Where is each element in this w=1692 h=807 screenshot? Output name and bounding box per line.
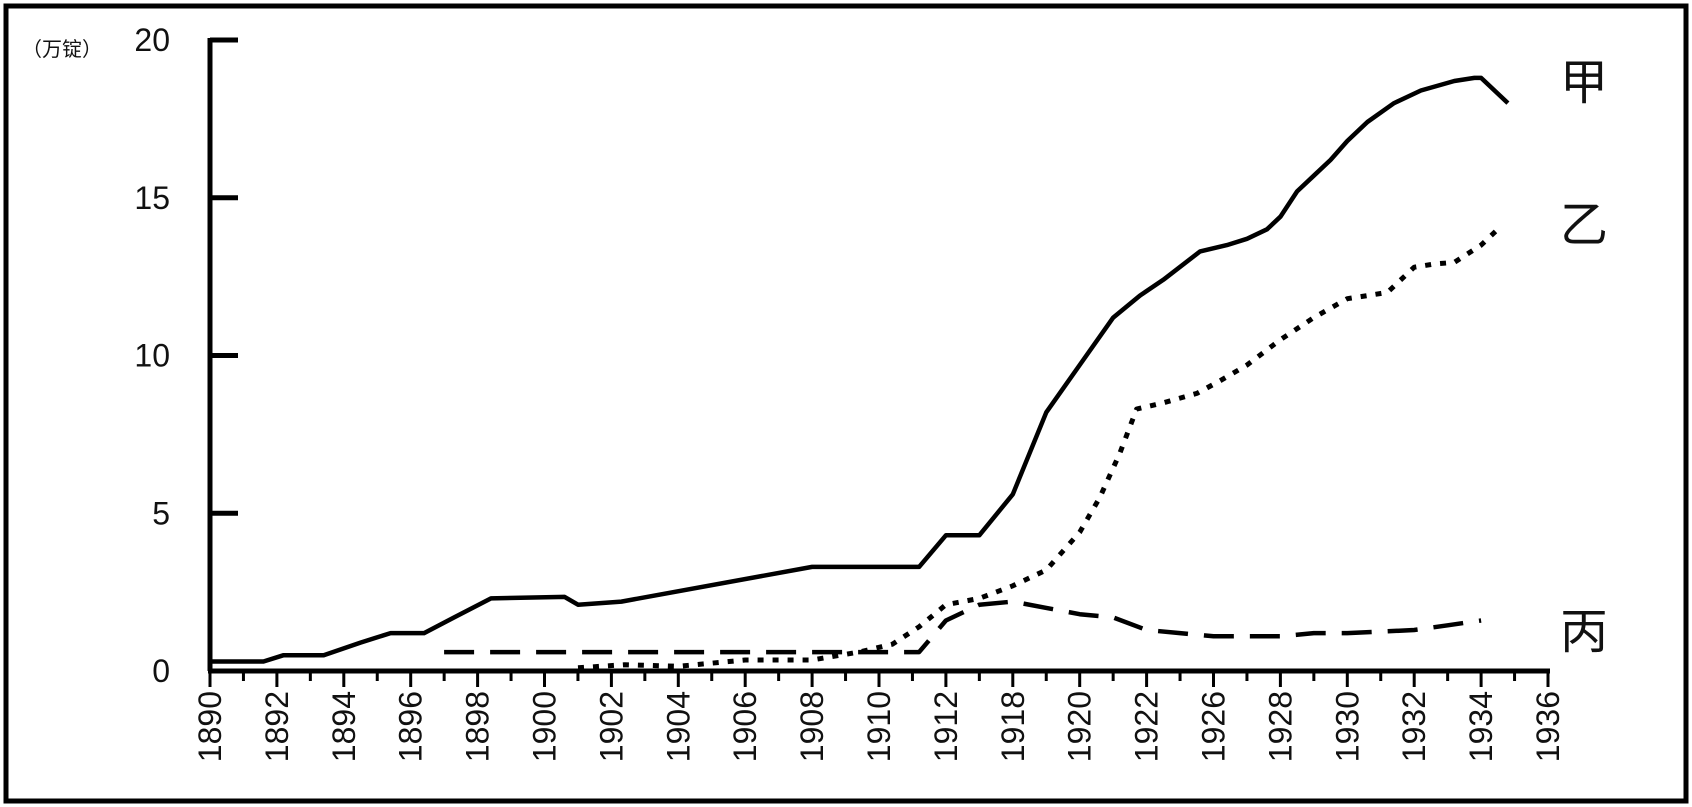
x-tick-label: 1900 — [527, 691, 563, 762]
x-tick-label: 1906 — [727, 691, 763, 762]
x-tick-label: 1926 — [1196, 691, 1232, 762]
series-line-1 — [210, 75, 1510, 664]
x-tick-label: 1930 — [1329, 691, 1365, 762]
x-tick-label: 1920 — [1062, 691, 1098, 762]
y-tick-label: 10 — [134, 338, 170, 374]
y-tick-label: 0 — [152, 653, 170, 689]
x-tick-label: 1936 — [1530, 691, 1566, 762]
x-tick-label: 1894 — [326, 691, 362, 762]
x-tick-label: 1928 — [1262, 691, 1298, 762]
y-unit-label: （万锭） — [22, 37, 102, 61]
series-label-3: 丙 — [1560, 604, 1608, 660]
x-tick-label: 1904 — [660, 691, 696, 762]
x-tick-label: 1896 — [393, 691, 429, 762]
x-tick-label: 1918 — [995, 691, 1031, 762]
series-line-3 — [444, 599, 1482, 655]
x-tick-label: 1890 — [192, 691, 228, 762]
series-labels: 甲乙丙 — [1560, 55, 1608, 660]
series-layer — [210, 75, 1510, 671]
x-tick-label: 1912 — [928, 691, 964, 762]
chart-frame — [3, 3, 1689, 804]
axes: 0 5 10 15 20 1890 1892 1894 1896 1898 1900 1902 1904… — [134, 22, 1566, 762]
x-tick-label: 1902 — [593, 691, 629, 762]
x-tick-label: 1910 — [861, 691, 897, 762]
x-tick-label: 1898 — [460, 691, 496, 762]
series-label-1: 甲 — [1560, 55, 1608, 111]
series-line-2 — [577, 224, 1503, 671]
series-label-2: 乙 — [1560, 197, 1608, 253]
x-tick-label: 1934 — [1463, 691, 1499, 762]
x-tick-label: 1922 — [1129, 691, 1165, 762]
x-tick-label: 1932 — [1396, 691, 1432, 762]
y-tick-label: 15 — [134, 180, 170, 216]
x-tick-label: 1892 — [259, 691, 295, 762]
x-tick-label: 1908 — [794, 691, 830, 762]
y-tick-label: 20 — [134, 22, 170, 58]
y-tick-label: 5 — [152, 495, 170, 531]
